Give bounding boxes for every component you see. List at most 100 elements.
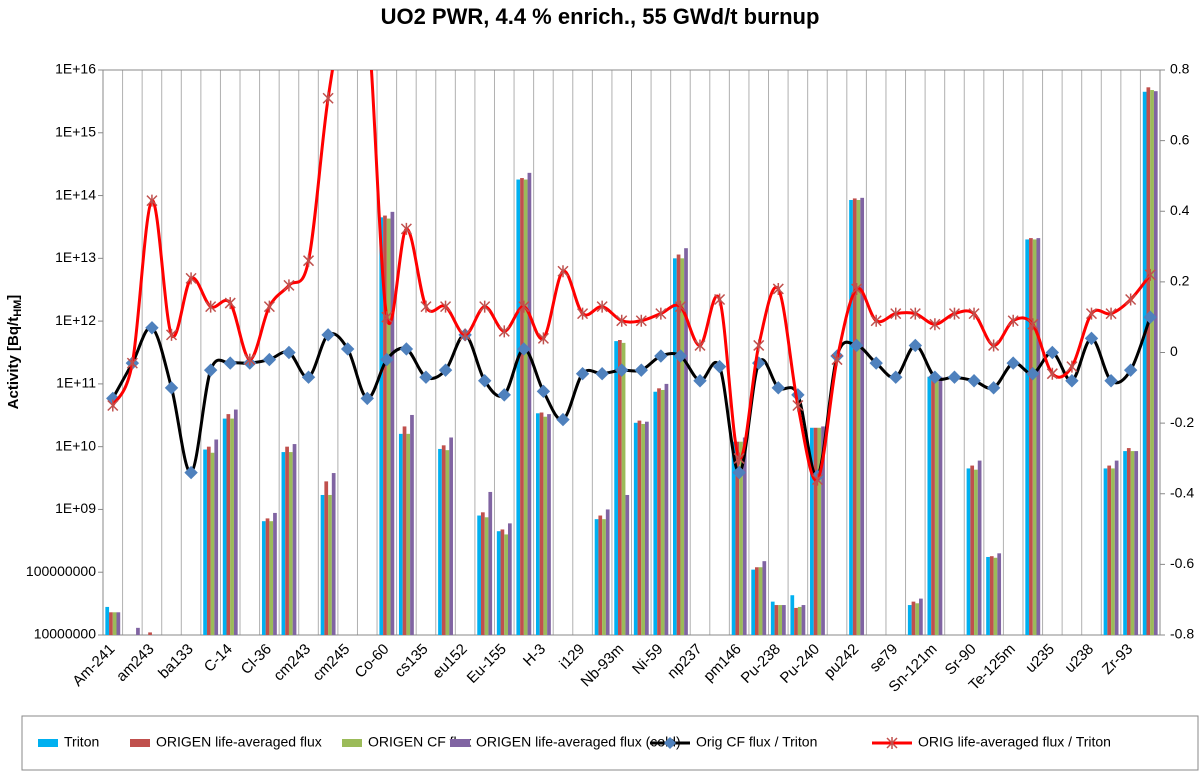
bar	[504, 534, 508, 635]
line-marker	[849, 338, 864, 353]
bar	[637, 420, 642, 635]
bar	[621, 342, 626, 635]
line-marker	[889, 370, 903, 384]
bar	[742, 437, 747, 635]
line-marker	[107, 399, 119, 412]
line-marker	[244, 353, 256, 366]
bar	[810, 427, 814, 635]
line-marker	[1006, 356, 1020, 370]
line-marker	[302, 254, 315, 267]
legend-swatch	[38, 739, 58, 747]
bar	[109, 612, 113, 635]
bar	[1025, 239, 1030, 635]
bar	[379, 217, 384, 635]
bar	[657, 388, 661, 635]
line-marker	[556, 412, 570, 427]
legend-swatch	[450, 739, 470, 747]
line-marker	[1045, 345, 1060, 360]
bar	[758, 567, 763, 635]
line-marker	[322, 92, 334, 105]
legend-label: ORIGEN life-averaged flux	[156, 734, 322, 750]
line-marker	[673, 349, 688, 363]
line-marker	[870, 314, 882, 327]
y-axis-title-text: Activity [Bq/t	[5, 317, 22, 410]
x-tick-label: Zr-93	[1099, 641, 1136, 678]
bar	[605, 509, 610, 635]
bar	[1036, 238, 1041, 636]
legend-label: Triton	[64, 734, 99, 750]
bar	[543, 416, 548, 635]
x-tick-label: Pu-240	[777, 641, 823, 687]
bar	[813, 427, 818, 635]
line-marker	[792, 399, 804, 412]
line-marker	[1085, 307, 1098, 320]
bar	[755, 567, 759, 635]
x-tick-label: u235	[1022, 641, 1058, 677]
bar	[116, 612, 121, 635]
line-marker	[536, 384, 551, 399]
x-tick-label: np237	[664, 641, 706, 683]
x-tick-label: u238	[1062, 641, 1098, 677]
line-marker	[126, 357, 138, 370]
line-marker	[1027, 318, 1039, 331]
bar	[383, 215, 387, 635]
line-marker	[634, 363, 648, 377]
line-marker	[146, 194, 158, 207]
bar	[484, 517, 489, 635]
bar	[801, 605, 806, 635]
y-tick-label: 1E+15	[55, 123, 96, 139]
bar	[602, 519, 606, 635]
bar	[938, 376, 943, 635]
bar	[261, 521, 266, 635]
bar	[997, 553, 1002, 635]
bar	[970, 465, 975, 635]
bar	[324, 481, 329, 635]
bar	[664, 383, 669, 635]
bar	[516, 179, 521, 635]
line-marker	[381, 311, 393, 324]
bar	[402, 426, 407, 635]
bar	[1032, 239, 1037, 635]
bar	[633, 422, 638, 635]
line-marker	[851, 282, 863, 295]
line-marker	[596, 300, 608, 313]
y2-tick-label: 0	[1170, 343, 1178, 359]
line-marker	[712, 359, 727, 374]
bar	[911, 601, 916, 635]
line-marker	[1026, 366, 1040, 381]
line-marker	[1125, 293, 1137, 306]
bar	[331, 473, 336, 635]
line-marker	[771, 381, 786, 395]
x-tick-label: ba133	[155, 641, 197, 683]
bar	[797, 606, 802, 635]
bar	[281, 452, 286, 635]
bar	[645, 421, 649, 635]
y2-tick-label: -0.8	[1170, 626, 1194, 642]
bar	[860, 197, 865, 636]
line-marker	[772, 282, 784, 295]
bar	[500, 529, 505, 635]
bar	[328, 494, 332, 635]
bar	[625, 494, 630, 635]
line-marker	[733, 452, 745, 465]
line-marker	[1143, 310, 1157, 324]
bar	[849, 199, 853, 635]
line-marker	[262, 352, 277, 367]
line-marker	[654, 349, 668, 363]
x-tick-label: cs135	[391, 641, 431, 681]
bar	[794, 607, 798, 635]
bar	[203, 449, 207, 635]
x-tick-label: Nb-93m	[578, 641, 628, 691]
line-marker	[967, 374, 981, 388]
bar	[927, 376, 932, 635]
x-tick-label: pu242	[821, 641, 863, 683]
line-marker	[145, 321, 159, 335]
line-marker	[615, 363, 629, 377]
line-marker	[223, 356, 237, 370]
line-marker	[321, 328, 335, 342]
bar	[977, 460, 982, 635]
bar	[1130, 451, 1135, 635]
bar	[406, 433, 411, 635]
bar	[817, 427, 822, 635]
bar	[206, 446, 211, 635]
